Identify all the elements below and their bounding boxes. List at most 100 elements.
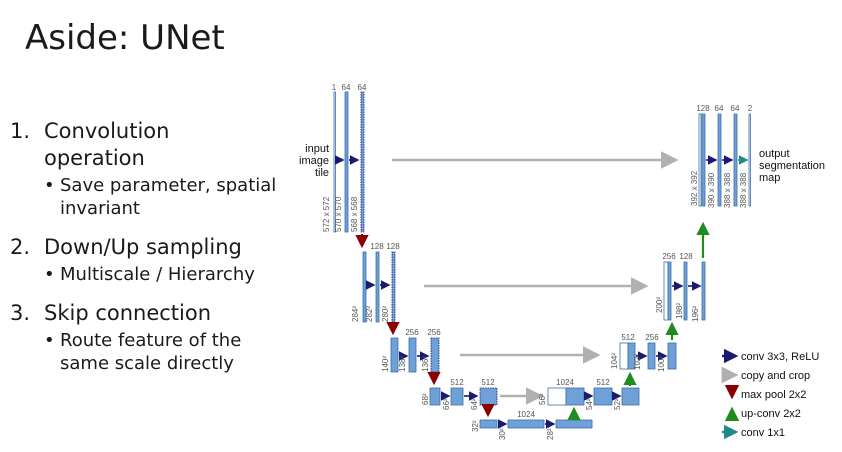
- item-number: 1.: [10, 119, 31, 143]
- size-label: 388 x 388: [723, 172, 732, 208]
- channel-label: 128: [370, 242, 384, 251]
- size-label: 282²: [365, 306, 374, 322]
- feature-map-block: [565, 387, 585, 406]
- size-label: 284²: [351, 306, 360, 322]
- feature-map-block: [621, 387, 640, 406]
- item-text-line1: Convolution: [44, 119, 170, 143]
- feature-map-block: [717, 113, 722, 207]
- feature-map-block: [701, 261, 706, 321]
- item-text: Skip connection: [44, 301, 212, 325]
- size-label: 64²: [470, 398, 479, 410]
- channel-label: 512: [596, 378, 610, 387]
- feature-map-block: [429, 387, 441, 406]
- bullet-icon: •: [44, 330, 55, 351]
- channel-label: 512: [450, 378, 464, 387]
- output-label: segmentation: [759, 160, 825, 172]
- channel-label: 2: [748, 104, 753, 113]
- size-label: 32²: [471, 420, 480, 432]
- size-label: 140²: [381, 356, 390, 372]
- feature-map-block: [507, 419, 545, 429]
- feature-map-block: [479, 387, 498, 406]
- channel-label: 64: [715, 104, 724, 113]
- size-label: 390 x 390: [707, 172, 716, 208]
- channel-label: 64: [358, 83, 367, 92]
- slide-title: Aside: UNet: [25, 18, 225, 58]
- feature-map-block: [619, 342, 629, 370]
- output-label: output: [759, 148, 790, 160]
- channel-label: 256: [405, 328, 419, 337]
- feature-map-block: [663, 261, 669, 321]
- outline-list: 1. Convolution operation • Save paramete…: [8, 118, 298, 379]
- size-label: 28²: [546, 428, 555, 440]
- size-label: 392 x 392: [690, 170, 699, 206]
- subitem-text-line1: Route feature of the: [60, 330, 242, 351]
- channel-label: 128: [696, 104, 710, 113]
- legend-label: copy and crop: [741, 370, 810, 382]
- feature-map-block: [430, 337, 440, 373]
- channel-label: 256: [427, 328, 441, 337]
- size-label: 30²: [498, 428, 507, 440]
- size-label: 196²: [691, 306, 700, 322]
- size-label: 388 x 388: [739, 172, 748, 208]
- outline-item-2: 2. Down/Up sampling: [8, 234, 298, 261]
- size-label: 56²: [538, 393, 547, 405]
- size-label: 138²: [398, 356, 407, 372]
- channel-label: 64: [342, 83, 351, 92]
- feature-map-block: [647, 342, 656, 370]
- size-label: 102²: [633, 354, 642, 370]
- feature-map-block: [450, 387, 464, 406]
- feature-map-block: [555, 419, 593, 429]
- size-label: 570 x 570: [334, 196, 343, 232]
- legend-label: max pool 2x2: [741, 389, 806, 401]
- outline-item-3: 3. Skip connection: [8, 300, 298, 327]
- legend-label: up-conv 2x2: [741, 408, 801, 420]
- channel-label: 1: [332, 83, 337, 92]
- feature-map-block: [391, 251, 396, 323]
- channel-label: 256: [645, 333, 659, 342]
- output-label: map: [759, 172, 780, 184]
- feature-map-block: [390, 337, 399, 373]
- feature-map-block: [683, 261, 688, 321]
- input-label: input: [305, 143, 329, 155]
- channel-label: 128: [386, 242, 400, 251]
- size-label: 568 x 568: [350, 196, 359, 232]
- item-text-line2: operation: [44, 146, 145, 170]
- size-label: 100²: [657, 356, 666, 372]
- size-label: 200²: [655, 297, 664, 313]
- item-text: Down/Up sampling: [44, 235, 242, 259]
- legend-label: conv 1x1: [741, 427, 785, 439]
- outline-item-1: 1. Convolution operation: [8, 118, 298, 172]
- size-label: 572 x 572: [322, 196, 331, 232]
- feature-map-block: [701, 113, 706, 207]
- size-label: 66²: [442, 398, 451, 410]
- feature-map-block: [667, 261, 672, 321]
- subitem-text-line1: Save parameter, spatial: [60, 175, 277, 196]
- feature-map-block: [479, 419, 498, 429]
- bullet-icon: •: [44, 264, 55, 285]
- feature-map-block: [593, 387, 613, 406]
- feature-map-block: [408, 337, 417, 373]
- channel-label: 512: [481, 378, 495, 387]
- size-label: 280²: [381, 306, 390, 322]
- feature-map-block: [748, 113, 751, 207]
- outline-subitem-1: • Save parameter, spatial invariant: [8, 174, 298, 220]
- outline-subitem-3: • Route feature of the same scale direct…: [8, 329, 298, 375]
- channel-label: 64: [731, 104, 740, 113]
- legend-label: conv 3x3, ReLU: [741, 351, 819, 363]
- channel-label: 1024: [556, 378, 574, 387]
- channel-label: 512: [621, 333, 635, 342]
- feature-map-block: [375, 251, 380, 323]
- outline-subitem-2: • Multiscale / Hierarchy: [8, 263, 298, 286]
- subitem-text-line2: same scale directly: [60, 353, 234, 374]
- size-label: 54²: [585, 398, 594, 410]
- size-label: 68²: [421, 393, 430, 405]
- channel-label: 256: [662, 252, 676, 261]
- size-label: 198²: [675, 303, 684, 319]
- bullet-icon: •: [44, 175, 55, 196]
- feature-map-block: [698, 113, 702, 207]
- feature-map-block: [667, 342, 677, 370]
- feature-map-block: [344, 91, 349, 233]
- feature-map-block: [547, 387, 567, 406]
- feature-map-block: [733, 113, 738, 207]
